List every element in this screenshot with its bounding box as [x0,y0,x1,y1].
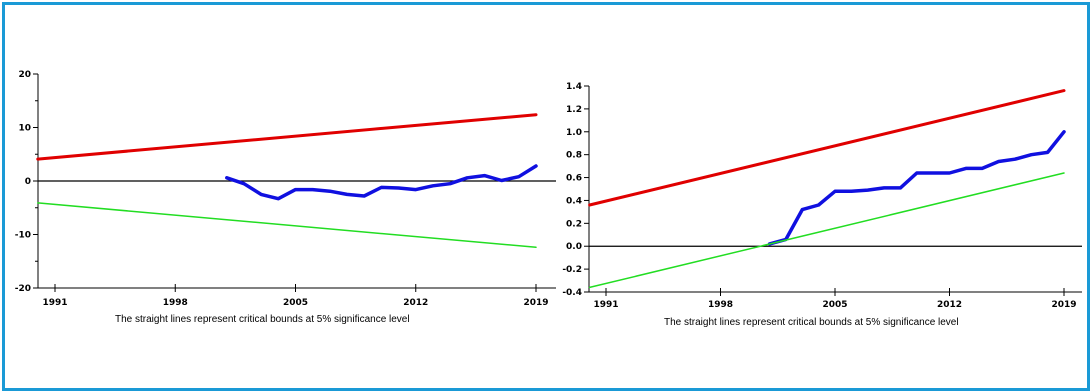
chart1-lower-bound-line [37,202,537,249]
chart1-y-tick-label: -20 [15,284,31,294]
chart2-x-tick-label: 2012 [937,300,962,310]
chart2-y-tick-label: 0.2 [566,219,582,229]
chart2-y-tick-label: 1.0 [566,128,582,138]
chart1-x-tick-label: 2005 [283,298,308,308]
chart2-x-tick-label: 2005 [822,300,847,310]
chart1-x-tick-label: 1998 [163,298,188,308]
chart2-x-tick-label: 1998 [708,300,733,310]
chart1-statistic-line [225,164,538,201]
chart1-y-tick-label: 10 [18,124,31,134]
chart1-x-tick-label: 1991 [42,298,67,308]
chart2-y-tick-label: -0.2 [562,265,582,275]
chart1-y-tick-label: -10 [15,231,31,241]
chart1-y-tick-label: 20 [18,70,31,80]
chart2-upper-bound-line [588,89,1066,207]
chart2-statistic-line [767,130,1066,246]
chart1-x-tick-label: 2012 [403,298,428,308]
chart1-upper-bound-line [36,113,538,161]
chart2-lower-bound-line [588,172,1065,289]
chart1-y-tick-label: 0 [25,177,31,187]
chart2-y-tick-label: 0.6 [566,174,582,184]
chart2-y-tick-label: 0.0 [566,242,582,252]
chart2-y-tick-label: 0.8 [566,151,582,161]
chart2-x-tick-label: 2019 [1051,300,1076,310]
chart2-caption: The straight lines represent critical bo… [664,317,959,328]
chart2-y-tick-label: 0.4 [566,196,582,206]
chart1-x-tick-label: 2019 [523,298,548,308]
chart2-x-tick-label: 1991 [593,300,618,310]
chart2-y-tick-label: -0.4 [562,288,582,298]
chart2-y-tick-label: 1.4 [566,82,582,92]
chart2-y-tick-label: 1.2 [566,105,582,115]
chart1-caption: The straight lines represent critical bo… [115,314,410,325]
